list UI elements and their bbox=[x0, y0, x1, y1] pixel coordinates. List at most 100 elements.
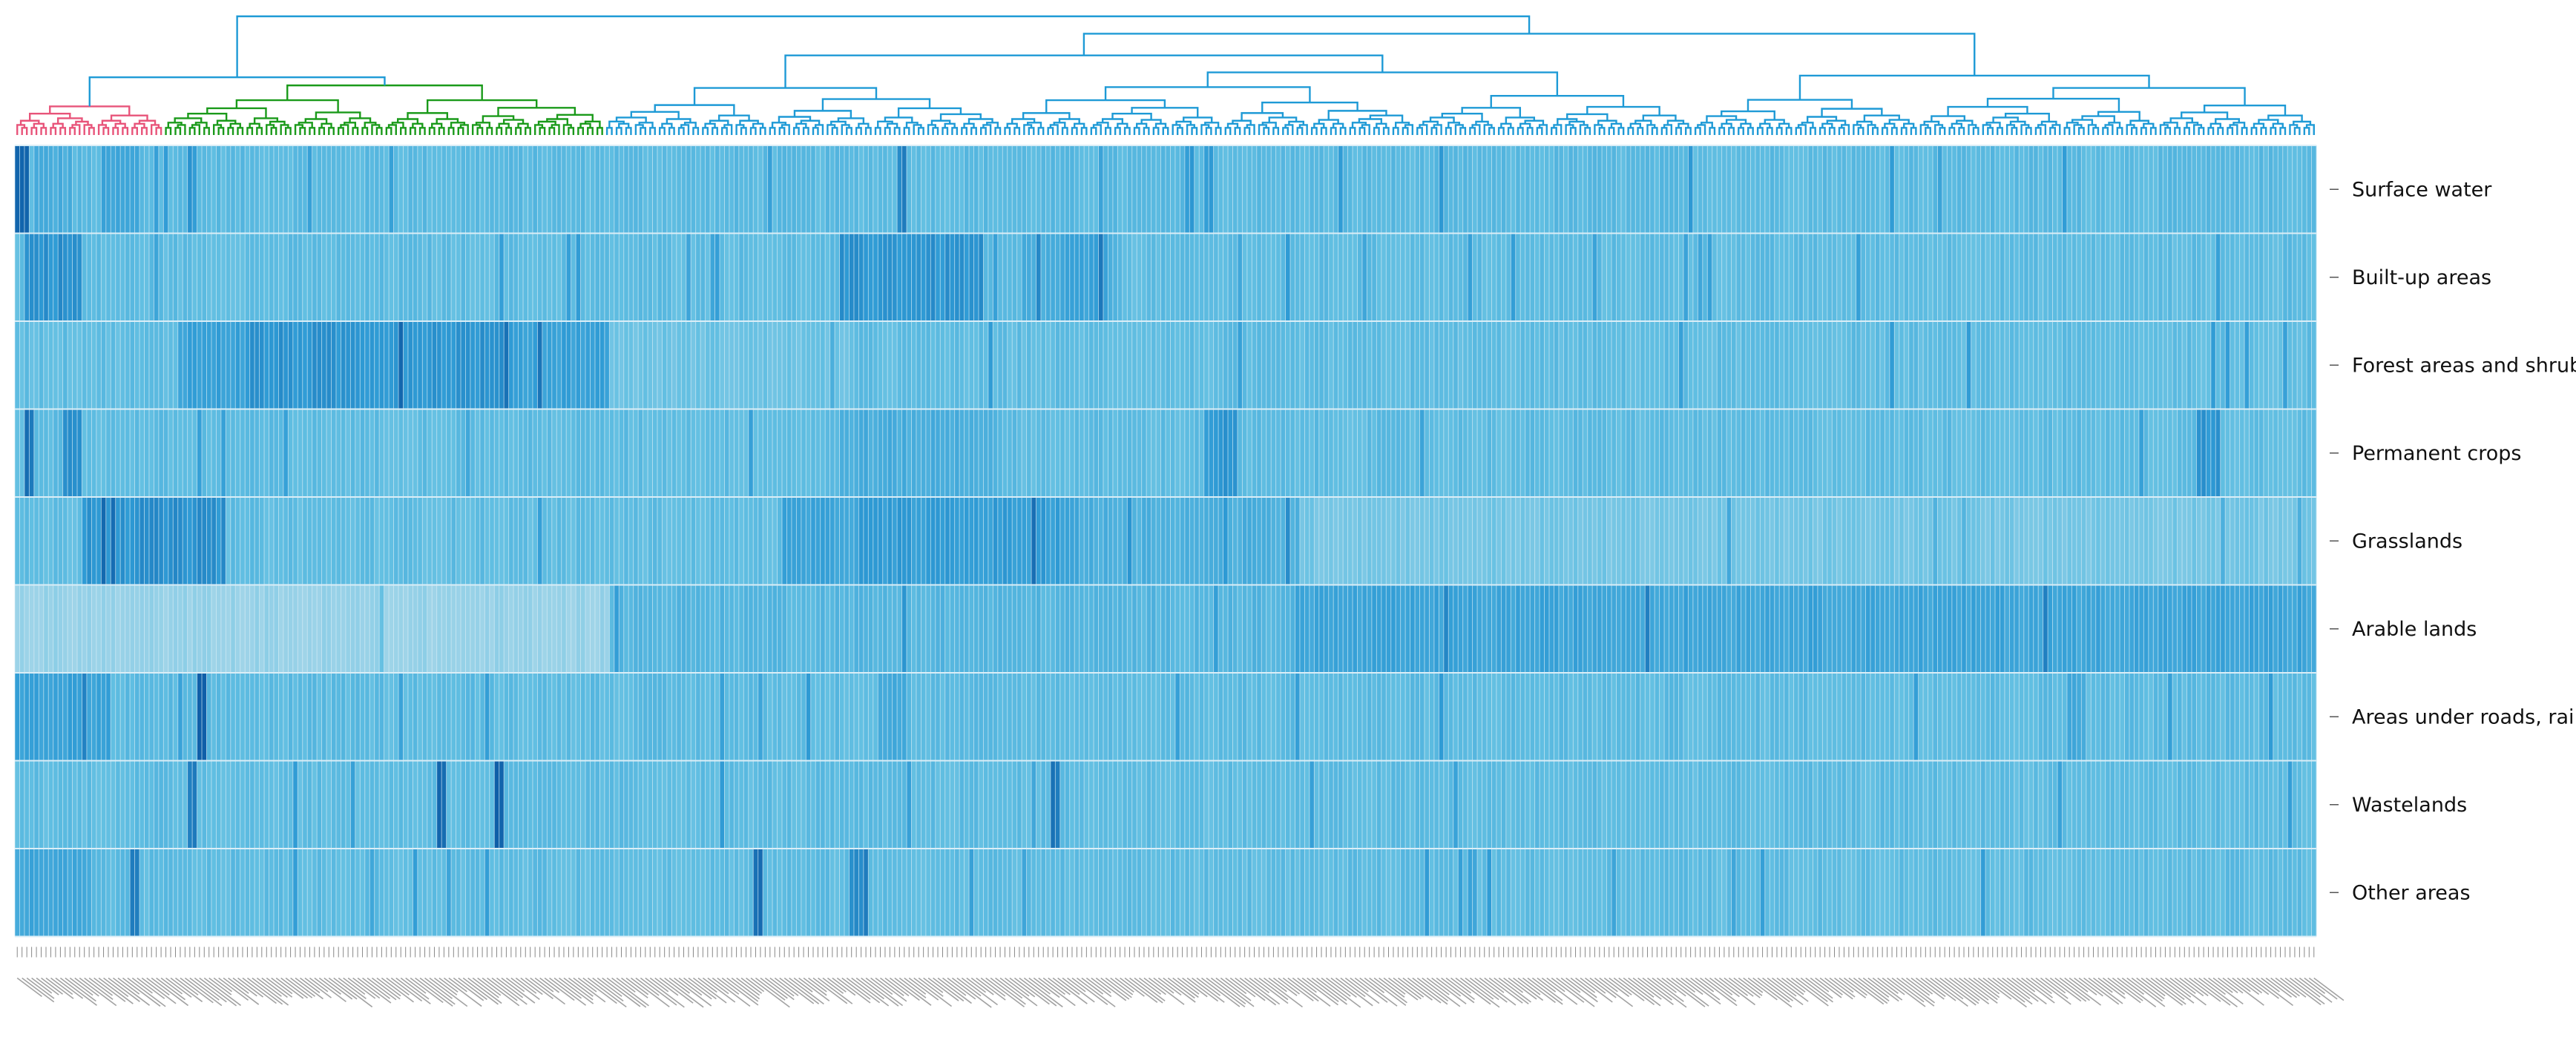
heatmap-cell bbox=[2297, 497, 2303, 585]
heatmap-cell bbox=[1462, 497, 1468, 585]
heatmap-cell bbox=[1419, 409, 1425, 497]
heatmap-cell bbox=[1141, 497, 1147, 585]
heatmap-cell bbox=[1971, 760, 1977, 849]
heatmap-cell bbox=[1908, 760, 1914, 849]
heatmap-cell bbox=[2235, 849, 2240, 937]
heatmap-cell bbox=[561, 849, 567, 937]
heatmap-cell bbox=[369, 321, 375, 409]
dendrogram-link bbox=[2198, 127, 2205, 135]
dendrogram-link bbox=[19, 119, 40, 125]
heatmap-cell bbox=[2292, 233, 2298, 321]
heatmap-cell bbox=[1088, 409, 1094, 497]
heatmap-cell bbox=[1055, 673, 1061, 761]
heatmap-cell bbox=[1103, 409, 1108, 497]
heatmap-cell bbox=[1386, 321, 1392, 409]
heatmap-cell bbox=[1343, 321, 1348, 409]
heatmap-cell bbox=[1458, 760, 1464, 849]
heatmap-cell bbox=[240, 145, 246, 234]
heatmap-cell bbox=[2124, 409, 2130, 497]
heatmap-cell bbox=[551, 673, 557, 761]
heatmap-cell bbox=[1554, 497, 1560, 585]
heatmap-cell bbox=[1606, 233, 1612, 321]
heatmap-cell bbox=[2009, 321, 2015, 409]
heatmap-cell bbox=[1692, 321, 1698, 409]
heatmap-cell bbox=[278, 409, 284, 497]
heatmap-cell bbox=[513, 145, 519, 234]
heatmap-cell bbox=[1065, 849, 1071, 937]
heatmap-cell bbox=[105, 673, 111, 761]
heatmap-cell bbox=[868, 321, 874, 409]
heatmap-cell bbox=[777, 409, 783, 497]
heatmap-cell bbox=[1951, 760, 1957, 849]
heatmap-cell bbox=[307, 673, 313, 761]
heatmap-cell bbox=[1390, 673, 1396, 761]
heatmap-cell bbox=[1966, 760, 1972, 849]
heatmap-cell bbox=[168, 849, 174, 937]
heatmap-cell bbox=[2000, 673, 2005, 761]
heatmap-cell bbox=[389, 585, 394, 673]
heatmap-cell bbox=[1376, 585, 1382, 673]
heatmap-cell bbox=[2134, 233, 2140, 321]
dendrogram-link bbox=[2184, 127, 2190, 135]
heatmap-cell bbox=[1400, 849, 1406, 937]
heatmap-cell bbox=[68, 321, 73, 409]
heatmap-cell bbox=[1707, 849, 1713, 937]
heatmap-cell bbox=[1525, 673, 1531, 761]
heatmap-cell bbox=[2120, 145, 2125, 234]
heatmap-cell bbox=[748, 673, 754, 761]
heatmap-cell bbox=[2028, 497, 2034, 585]
heatmap-cell bbox=[614, 233, 620, 321]
heatmap-cell bbox=[1309, 409, 1315, 497]
heatmap-cell bbox=[691, 497, 697, 585]
heatmap-cell bbox=[398, 585, 404, 673]
heatmap-cell bbox=[1995, 760, 2000, 849]
heatmap-cell bbox=[1016, 585, 1022, 673]
heatmap-cell bbox=[2071, 849, 2077, 937]
heatmap-cell bbox=[1525, 849, 1531, 937]
heatmap-cell bbox=[1295, 233, 1301, 321]
heatmap-cell bbox=[508, 849, 514, 937]
heatmap-cell bbox=[950, 145, 956, 234]
heatmap-cell bbox=[125, 145, 131, 234]
heatmap-cell bbox=[691, 673, 697, 761]
heatmap-cell bbox=[1396, 233, 1402, 321]
heatmap-cell bbox=[1908, 233, 1914, 321]
heatmap-cell bbox=[1889, 321, 1895, 409]
heatmap-cell bbox=[1299, 673, 1305, 761]
heatmap-cell bbox=[1318, 585, 1324, 673]
dendrogram-link bbox=[649, 127, 656, 135]
heatmap-cell bbox=[1649, 497, 1655, 585]
heatmap-cell bbox=[1199, 585, 1205, 673]
heatmap-cell bbox=[2253, 233, 2259, 321]
heatmap-cell bbox=[2052, 321, 2058, 409]
heatmap-cell bbox=[374, 760, 380, 849]
heatmap-cell bbox=[1918, 585, 1924, 673]
heatmap-cell bbox=[901, 321, 907, 409]
heatmap-cell bbox=[1894, 233, 1900, 321]
heatmap-cell bbox=[628, 233, 634, 321]
heatmap-cell bbox=[2086, 497, 2092, 585]
heatmap-cell bbox=[2014, 233, 2020, 321]
heatmap-cell bbox=[887, 409, 893, 497]
dendrogram-link bbox=[827, 124, 836, 135]
heatmap-cell bbox=[2148, 673, 2154, 761]
heatmap-cell bbox=[1558, 321, 1564, 409]
heatmap-cell bbox=[2191, 145, 2197, 234]
heatmap-cell bbox=[666, 849, 672, 937]
heatmap-cell bbox=[240, 233, 246, 321]
heatmap-cell bbox=[1213, 409, 1219, 497]
heatmap-cell bbox=[532, 321, 538, 409]
heatmap-cell bbox=[666, 321, 672, 409]
heatmap-cell bbox=[1203, 321, 1209, 409]
heatmap-cell bbox=[1947, 321, 1953, 409]
heatmap-cell bbox=[1620, 409, 1626, 497]
heatmap-cell bbox=[2066, 233, 2072, 321]
dendrogram-link bbox=[2270, 127, 2277, 135]
heatmap-cell bbox=[29, 760, 35, 849]
heatmap-cell bbox=[1611, 849, 1617, 937]
heatmap-cell bbox=[1141, 585, 1147, 673]
heatmap-cell bbox=[594, 145, 600, 234]
heatmap-cell bbox=[1261, 145, 1267, 234]
heatmap-cell bbox=[398, 760, 404, 849]
heatmap-cell bbox=[1112, 849, 1118, 937]
